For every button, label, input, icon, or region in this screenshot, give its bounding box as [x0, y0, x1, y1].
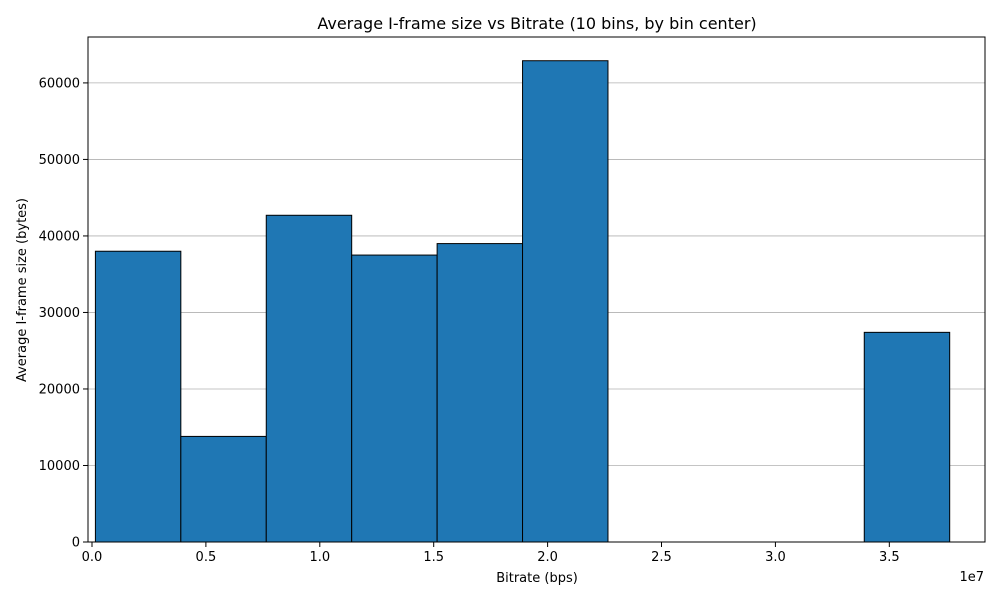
histogram-bar [522, 60, 609, 543]
y-axis-label: Average I-frame size (bytes) [15, 198, 30, 382]
x-tick-label: 0.5 [196, 550, 217, 565]
histogram-bar [351, 254, 438, 543]
x-tick-label: 1.0 [309, 550, 330, 565]
x-axis-ticks: 0.0 0.5 1.0 1.5 2.0 2.5 3.0 3.5 [82, 542, 900, 565]
histogram-bar [436, 243, 524, 543]
x-tick-label: 3.5 [879, 550, 900, 565]
y-tick-label: 0 [72, 536, 80, 551]
y-tick-label: 20000 [39, 382, 80, 397]
histogram-bar [863, 331, 951, 543]
x-tick-label: 3.0 [765, 550, 786, 565]
histogram-bars [94, 60, 951, 543]
y-tick-label: 60000 [39, 76, 80, 91]
y-tick-label: 30000 [39, 306, 80, 321]
x-tick-label: 2.5 [651, 550, 672, 565]
histogram-bar [265, 214, 353, 543]
y-tick-label: 50000 [39, 153, 80, 168]
y-axis-ticks: 0 10000 20000 30000 40000 50000 60000 [39, 76, 88, 551]
histogram-bar [94, 250, 182, 543]
plot-frame [87, 36, 986, 543]
y-tick-label: 40000 [39, 229, 80, 244]
x-axis-offset-label: 1e7 [959, 570, 984, 585]
histogram-bar [180, 435, 267, 543]
x-tick-label: 1.5 [423, 550, 444, 565]
y-tick-label: 10000 [39, 459, 80, 474]
chart-title: Average I-frame size vs Bitrate (10 bins… [317, 14, 756, 33]
x-tick-label: 0.0 [82, 550, 103, 565]
x-axis-label: Bitrate (bps) [496, 571, 578, 586]
x-tick-label: 2.0 [537, 550, 558, 565]
